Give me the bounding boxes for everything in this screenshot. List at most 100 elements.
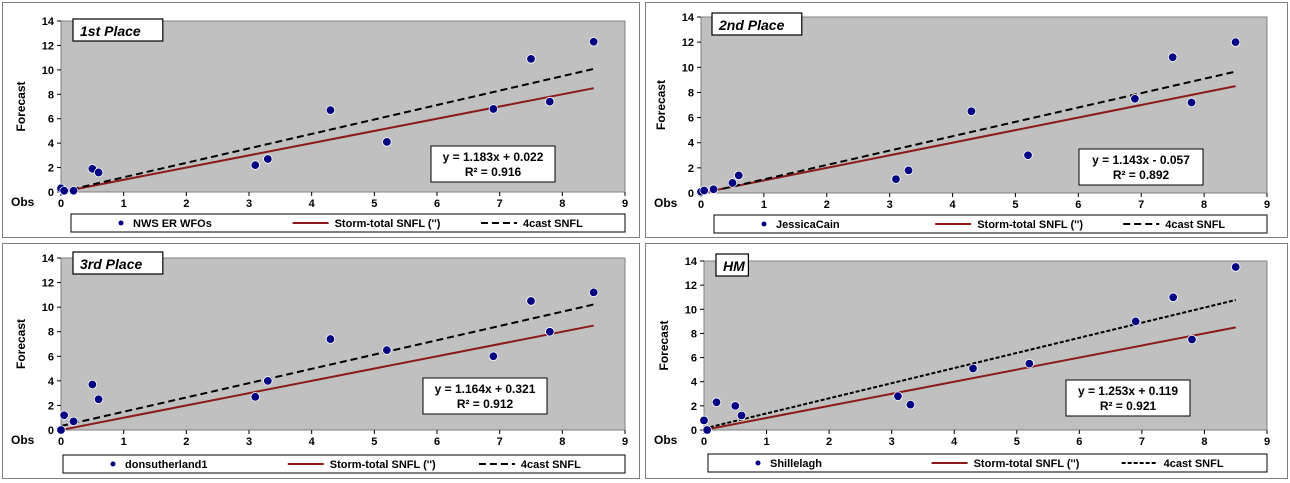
y-tick-label: 6 [48, 351, 54, 363]
x-tick-label: 0 [701, 436, 707, 448]
x-tick-label: 5 [1012, 199, 1018, 211]
forecast-trend-line [61, 303, 594, 428]
data-point [87, 379, 98, 390]
legend-label-obs-line: Storm-total SNFL ('') [335, 218, 441, 230]
data-point [488, 351, 499, 361]
y-tick-label: 12 [685, 280, 697, 292]
x-tick-label: 8 [559, 198, 565, 210]
x-tick-label: 6 [434, 198, 440, 210]
equation-box [1065, 379, 1191, 417]
x-tick-label: 6 [1076, 436, 1082, 448]
y-tick-label: 6 [688, 113, 694, 125]
chart-panel-4: 0 2 4 6 8 10 12 14 0 1 2 3 4 5 6 7 8 9 Forecast Obs HM y = 1.… [645, 243, 1288, 479]
x-tick-label: 1 [121, 198, 127, 210]
x-tick-label: 0 [58, 198, 64, 210]
legend-box [707, 453, 1268, 473]
data-point [1130, 94, 1140, 104]
data-point [727, 178, 738, 188]
legend-marker-points [118, 220, 124, 226]
chart-panel-3: 0 2 4 6 8 10 12 14 0 1 2 3 4 5 6 7 8 9 Forecast Obs 3rd Plac… [2, 243, 640, 479]
x-tick-label: 6 [434, 436, 440, 448]
y-tick-label: 6 [691, 353, 697, 365]
y-tick-label: 0 [691, 425, 697, 437]
y-tick-label: 14 [685, 256, 698, 268]
x-tick-label: 4 [309, 198, 316, 210]
y-tick-label: 4 [48, 138, 55, 150]
data-point [699, 415, 709, 426]
x-tick-label: 3 [887, 199, 893, 211]
equation-box [1078, 148, 1204, 186]
data-point [734, 170, 744, 181]
r-squared: R² = 0.916 [465, 165, 522, 179]
legend-box [70, 213, 626, 233]
data-point [968, 363, 978, 374]
data-point [891, 174, 901, 184]
x-tick-label: 7 [1138, 199, 1144, 211]
y-tick-label: 0 [688, 188, 694, 200]
y-tick-label: 2 [691, 401, 697, 413]
x-tick-label: 8 [1201, 199, 1207, 211]
y-tick-label: 2 [48, 400, 54, 412]
x-tick-label: 8 [1201, 436, 1207, 448]
data-point [903, 165, 914, 176]
legend-label-forecast-line: 4cast SNFL [1165, 219, 1225, 231]
data-point [93, 167, 104, 178]
data-point [263, 154, 273, 164]
data-point [1023, 150, 1033, 160]
data-point [325, 334, 336, 344]
data-point [526, 54, 536, 64]
x-tick-label: 1 [763, 436, 769, 448]
y-tick-label: 10 [42, 302, 54, 314]
forecast-trend-line [701, 70, 1236, 193]
y-tick-label: 0 [48, 425, 54, 437]
y-tick-label: 8 [48, 89, 54, 101]
equation-box [430, 145, 556, 183]
data-point [1231, 262, 1241, 272]
r-squared: R² = 0.892 [1113, 168, 1170, 182]
x-tick-label: 3 [246, 436, 252, 448]
legend-label-forecast-line: 4cast SNFL [523, 218, 583, 230]
y-tick-label: 8 [48, 327, 54, 339]
data-point [588, 37, 599, 47]
r-squared: R² = 0.921 [1100, 399, 1157, 413]
x-axis-title: Obs [11, 433, 35, 447]
obs-reference-line [704, 326, 1236, 430]
legend-label-obs-line: Storm-total SNFL ('') [977, 219, 1083, 231]
chart-title-box [711, 12, 803, 36]
data-point [708, 184, 719, 194]
y-tick-label: 8 [688, 87, 694, 99]
y-tick-label: 2 [48, 163, 54, 175]
chart-title: HM [723, 258, 745, 274]
data-point [893, 391, 903, 401]
chart-title-box [715, 253, 750, 277]
y-tick-label: 14 [682, 12, 695, 24]
obs-reference-line [701, 85, 1236, 193]
legend-label-points: Shillelagh [770, 458, 822, 470]
x-axis-title: Obs [654, 196, 678, 210]
legend-marker-points [110, 461, 116, 467]
x-tick-label: 5 [371, 198, 377, 210]
x-tick-label: 4 [309, 436, 316, 448]
legend-box [713, 214, 1268, 234]
chart-title: 3rd Place [80, 256, 142, 272]
data-point [382, 137, 392, 147]
x-tick-label: 8 [559, 436, 565, 448]
y-tick-label: 12 [682, 37, 694, 49]
data-point [1230, 37, 1241, 47]
y-tick-label: 12 [42, 278, 54, 290]
y-tick-label: 14 [42, 253, 55, 265]
data-point [966, 106, 977, 116]
y-axis-title: Forecast [654, 80, 668, 130]
data-point [736, 410, 747, 421]
x-tick-label: 9 [1264, 199, 1270, 211]
data-point [730, 401, 740, 411]
y-tick-label: 14 [42, 16, 55, 28]
data-point [1168, 292, 1178, 302]
y-tick-label: 10 [42, 65, 54, 77]
